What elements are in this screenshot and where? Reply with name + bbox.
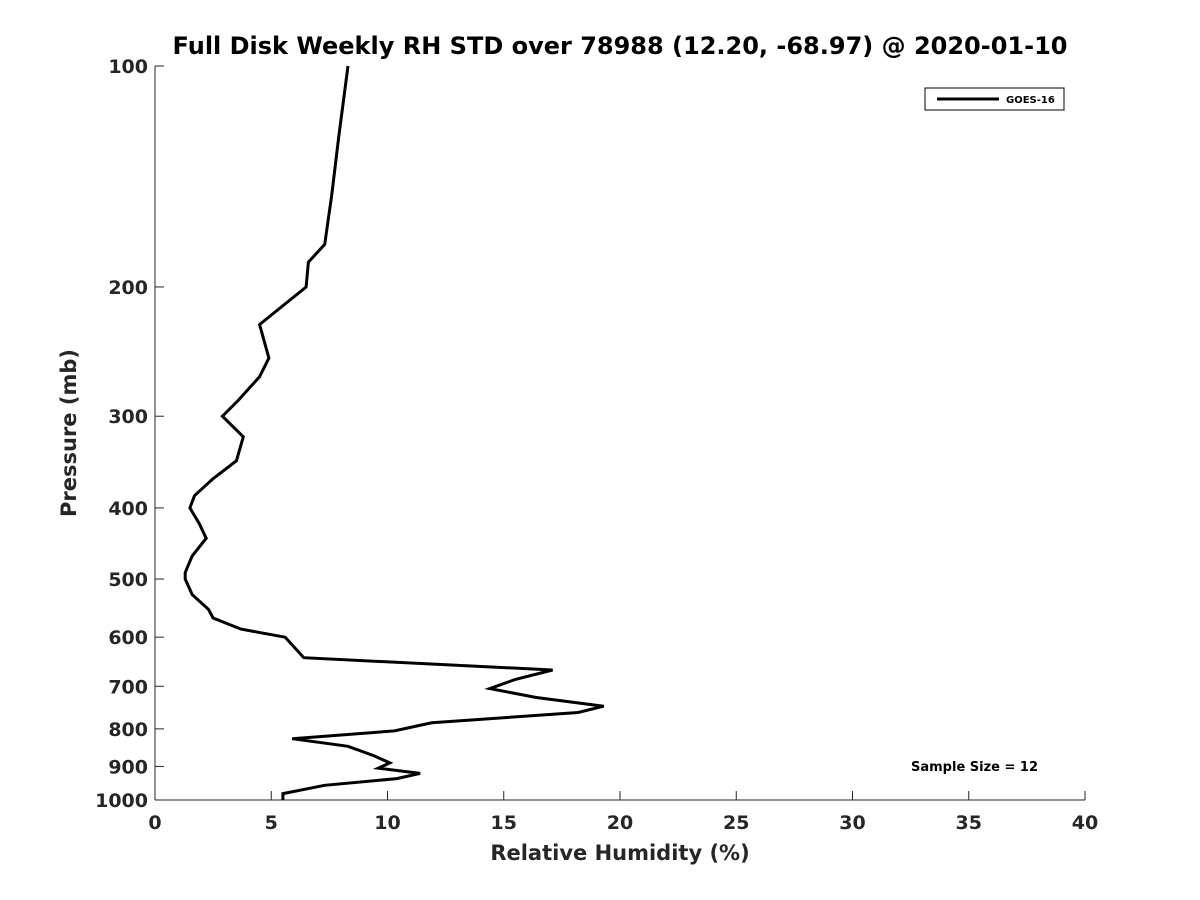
sample-size-annotation: Sample Size = 12 — [911, 760, 1038, 775]
y-tick-label: 400 — [108, 498, 148, 520]
series-line-goes-16 — [183, 65, 605, 800]
y-tick-label: 300 — [108, 406, 148, 428]
x-tick-label: 20 — [607, 812, 633, 834]
legend: GOES-16 — [924, 87, 1065, 111]
y-axis-label: Pressure (mb) — [57, 349, 81, 517]
y-tick-label: 900 — [108, 756, 148, 778]
chart-title: Full Disk Weekly RH STD over 78988 (12.2… — [173, 32, 1068, 60]
y-tick-label: 1000 — [95, 790, 148, 812]
y-tick-label: 200 — [108, 277, 148, 299]
y-tick-label: 800 — [108, 719, 148, 741]
y-ticks: 100 200 300 400 500 600 700 800 900 1000 — [95, 56, 164, 812]
x-tick-label: 35 — [956, 812, 982, 834]
x-ticks: 0 5 10 15 20 25 30 35 40 — [148, 791, 1098, 834]
y-tick-label: 100 — [108, 56, 148, 78]
x-tick-label: 30 — [839, 812, 865, 834]
x-axis-label: Relative Humidity (%) — [490, 841, 749, 865]
x-tick-label: 5 — [265, 812, 278, 834]
legend-label-goes-16: GOES-16 — [1006, 95, 1055, 106]
y-tick-label: 700 — [108, 676, 148, 698]
y-tick-label: 600 — [108, 627, 148, 649]
x-tick-label: 10 — [374, 812, 400, 834]
y-tick-label: 500 — [108, 569, 148, 591]
x-tick-label: 15 — [491, 812, 517, 834]
x-tick-label: 25 — [723, 812, 749, 834]
x-tick-label: 0 — [148, 812, 161, 834]
x-tick-label: 40 — [1072, 812, 1098, 834]
